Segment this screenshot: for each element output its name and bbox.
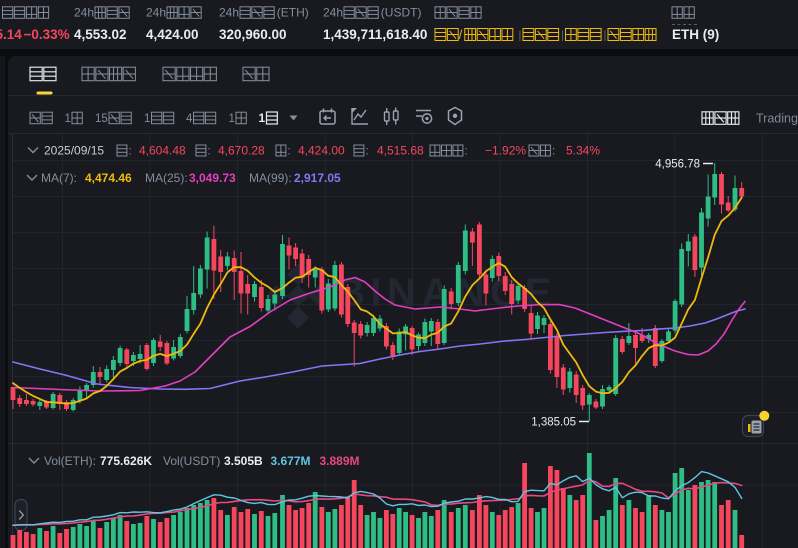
- svg-text:3,049.73: 3,049.73: [189, 171, 236, 185]
- svg-text:(USDT): (USDT): [381, 6, 422, 20]
- svg-text:4,474.46: 4,474.46: [85, 171, 132, 185]
- svg-text::: :: [366, 146, 369, 158]
- svg-text:24h: 24h: [146, 6, 166, 20]
- svg-text::: :: [552, 146, 555, 158]
- svg-text:775.626K: 775.626K: [100, 454, 152, 468]
- svg-text:2,917.05: 2,917.05: [294, 171, 341, 185]
- svg-text::: :: [208, 146, 211, 158]
- svg-text:24h: 24h: [323, 6, 343, 20]
- svg-text:1: 1: [65, 113, 71, 125]
- svg-text:15: 15: [95, 113, 108, 125]
- svg-text:3.677M: 3.677M: [271, 454, 311, 468]
- svg-text:4,553.02: 4,553.02: [74, 27, 127, 42]
- svg-text:1: 1: [229, 113, 235, 125]
- svg-text:1,385.05: 1,385.05: [531, 417, 576, 429]
- svg-text:1: 1: [259, 111, 266, 125]
- svg-text:/: /: [459, 28, 463, 42]
- svg-text:−1.92%: −1.92%: [485, 144, 526, 158]
- svg-text:24h: 24h: [219, 6, 239, 20]
- svg-text:MA(99):: MA(99):: [249, 171, 292, 185]
- svg-text:MA(25):: MA(25):: [145, 171, 188, 185]
- svg-text:2025/09/15: 2025/09/15: [44, 144, 104, 158]
- svg-text:Vol(USDT): Vol(USDT): [163, 454, 220, 468]
- svg-text:4,670.28: 4,670.28: [218, 144, 265, 158]
- svg-text::: :: [288, 146, 291, 158]
- svg-text:4,515.68: 4,515.68: [377, 144, 424, 158]
- svg-text:4,424.00: 4,424.00: [298, 144, 345, 158]
- svg-text:MA(7):: MA(7):: [41, 171, 77, 185]
- svg-text:4,604.48: 4,604.48: [139, 144, 186, 158]
- svg-text::: :: [129, 146, 132, 158]
- svg-text:4: 4: [186, 113, 193, 125]
- svg-text:3.889M: 3.889M: [320, 454, 360, 468]
- svg-text:1,439,711,618.40: 1,439,711,618.40: [323, 27, 427, 42]
- svg-text:Vol(ETH):: Vol(ETH):: [44, 454, 96, 468]
- svg-text:ETH (9): ETH (9): [672, 27, 719, 42]
- svg-text:−0.33%: −0.33%: [24, 27, 70, 42]
- svg-text:24h: 24h: [74, 6, 94, 20]
- svg-text:1: 1: [144, 113, 150, 125]
- svg-text:TradingVi: TradingVi: [756, 111, 798, 125]
- svg-text:4,956.78: 4,956.78: [655, 159, 700, 171]
- svg-text:(ETH): (ETH): [277, 6, 309, 20]
- svg-text::: :: [465, 146, 468, 158]
- svg-text:|: |: [561, 29, 564, 41]
- svg-text:|: |: [604, 29, 607, 41]
- svg-text:4,424.00: 4,424.00: [146, 27, 199, 42]
- svg-text:5.34%: 5.34%: [566, 144, 600, 158]
- svg-text:15.14: 15.14: [0, 27, 22, 42]
- svg-text:3.505B: 3.505B: [224, 454, 263, 468]
- svg-text:|: |: [519, 29, 522, 41]
- svg-text:320,960.00: 320,960.00: [219, 27, 287, 42]
